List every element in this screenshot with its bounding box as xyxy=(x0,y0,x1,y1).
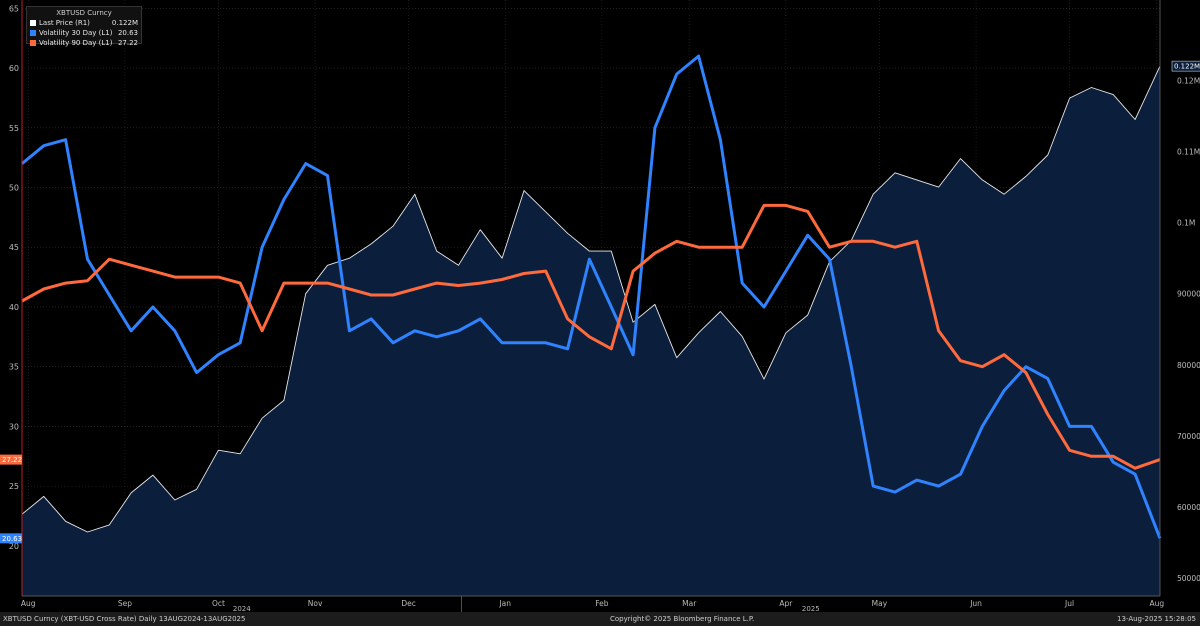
x-tick-label: Jan xyxy=(498,599,511,608)
x-tick-label: Dec xyxy=(401,599,416,608)
right-tick-label: 90000 xyxy=(1177,290,1200,299)
right-tick-label: 0.12M xyxy=(1177,76,1200,85)
right-tick-label: 50000 xyxy=(1177,574,1200,583)
legend-label-vol-90: Volatility 90 Day (L1) xyxy=(39,39,113,47)
left-tick-label: 50 xyxy=(9,184,19,193)
last-value-badge xyxy=(0,454,22,465)
right-tick-label: 80000 xyxy=(1177,361,1200,370)
legend-item-vol-30: Volatility 30 Day (L1) 20.63 xyxy=(30,28,138,38)
legend-value-vol-30: 20.63 xyxy=(117,29,138,37)
x-tick-label: Jun xyxy=(969,599,982,608)
legend-item-last-price: Last Price (R1) 0.122M xyxy=(30,18,138,28)
left-tick-label: 55 xyxy=(9,124,19,133)
left-tick-label: 45 xyxy=(9,243,19,252)
x-tick-label: Aug xyxy=(1150,599,1165,608)
right-tick-label: 0.11M xyxy=(1177,147,1200,156)
price-volatility-chart: 2025303540455055606550000600007000080000… xyxy=(0,0,1200,612)
left-tick-label: 35 xyxy=(9,363,19,372)
last-value-badge xyxy=(1171,60,1200,72)
x-tick-label: Aug xyxy=(21,599,36,608)
x-tick-label: Mar xyxy=(682,599,697,608)
x-tick-label: Feb xyxy=(595,599,609,608)
right-tick-label: 0.1M xyxy=(1177,219,1195,228)
left-tick-label: 25 xyxy=(9,482,19,491)
last-value-label: 27.22 xyxy=(2,456,22,464)
axes: 2025303540455055606550000600007000080000… xyxy=(9,0,1200,612)
legend-label-last-price: Last Price (R1) xyxy=(39,19,90,27)
left-tick-label: 40 xyxy=(9,303,19,312)
right-tick-label: 60000 xyxy=(1177,503,1200,512)
legend: XBTUSD Curncy Last Price (R1) 0.122M Vol… xyxy=(26,6,142,47)
left-tick-label: 30 xyxy=(9,422,19,431)
x-tick-label: Sep xyxy=(118,599,132,608)
legend-swatch-vol-30 xyxy=(30,30,36,36)
legend-value-vol-90: 27.22 xyxy=(117,39,138,47)
last-value-label: 20.63 xyxy=(2,535,22,543)
right-tick-label: 70000 xyxy=(1177,432,1200,441)
last-value-badge xyxy=(0,533,22,544)
year-label: 2024 xyxy=(233,605,251,612)
year-label: 2025 xyxy=(802,605,820,612)
x-tick-label: Oct xyxy=(212,599,225,608)
last-value-badges: 0.122M 20.63 27.22 xyxy=(0,60,1200,544)
footer-timestamp: 13-Aug-2025 15:28:05 xyxy=(1117,615,1196,623)
left-tick-label: 60 xyxy=(9,64,19,73)
legend-swatch-last-price xyxy=(30,20,36,26)
left-tick-label: 20 xyxy=(9,542,19,551)
legend-swatch-vol-90 xyxy=(30,40,36,46)
footer-security-info: XBTUSD Curncy (XBT-USD Cross Rate) Daily… xyxy=(3,615,246,623)
price-area xyxy=(22,66,1160,597)
x-tick-label: Nov xyxy=(308,599,323,608)
legend-value-last-price: 0.122M xyxy=(111,19,138,27)
legend-label-vol-30: Volatility 30 Day (L1) xyxy=(39,29,113,37)
last-value-label: 0.122M xyxy=(1174,63,1200,71)
series-lines xyxy=(21,54,1162,539)
x-tick-label: Apr xyxy=(779,599,793,608)
left-tick-label: 65 xyxy=(9,4,19,13)
footer-copyright: Copyright© 2025 Bloomberg Finance L.P. xyxy=(610,615,755,623)
series-area-0 xyxy=(22,66,1160,597)
footer-bar: XBTUSD Curncy (XBT-USD Cross Rate) Daily… xyxy=(0,612,1200,626)
x-tick-label: May xyxy=(872,599,888,608)
x-tick-label: Jul xyxy=(1064,599,1074,608)
legend-title: XBTUSD Curncy xyxy=(56,9,112,17)
legend-item-vol-90: Volatility 90 Day (L1) 27.22 xyxy=(30,38,138,48)
